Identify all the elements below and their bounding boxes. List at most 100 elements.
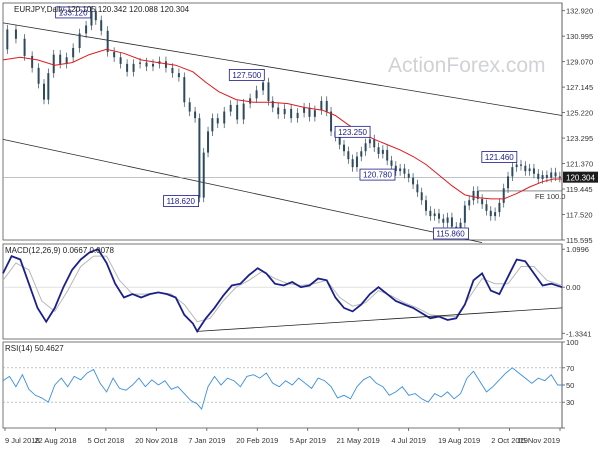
moving-average-line [2, 48, 562, 200]
candle-body-88 [472, 190, 475, 201]
candle-body-79 [433, 213, 436, 217]
x-tick-label-1: 22 Aug 2018 [34, 436, 76, 445]
candle-body-100 [524, 165, 527, 172]
candle-body-16 [100, 20, 103, 31]
candle-body-30 [188, 102, 191, 112]
candle-body-22 [139, 62, 142, 64]
candle-body-90 [481, 198, 484, 205]
candle-body-104 [541, 175, 544, 180]
candle-body-106 [550, 172, 553, 178]
candle-body-43 [262, 82, 265, 91]
price-y-tick-label-4: 125.220 [566, 109, 593, 118]
candle-body-107 [554, 172, 557, 177]
candle-body-80 [437, 213, 440, 219]
annotation-label-5: 121.460 [485, 153, 514, 162]
macd-panel-title: MACD(12,26,9) 0.0667 0.0078 [5, 246, 115, 255]
candle-body-2 [14, 29, 17, 39]
price-y-tick-label-2: 129.070 [566, 58, 593, 67]
candle-body-45 [271, 100, 274, 108]
candle-body-69 [390, 160, 393, 166]
candle-body-67 [381, 149, 384, 154]
x-tick-label-6: 5 Apr 2019 [290, 436, 326, 445]
candle-body-52 [313, 110, 316, 117]
candle-body-61 [355, 156, 358, 168]
annotation-label-3: 123.250 [338, 128, 367, 137]
candle-body-31 [194, 111, 197, 119]
candle-body-47 [283, 108, 286, 115]
candle-body-78 [429, 210, 432, 217]
candle-body-95 [502, 188, 505, 203]
candle-body-102 [532, 168, 535, 174]
candle-body-29 [183, 77, 186, 103]
candle-body-53 [320, 100, 323, 111]
candle-body-83 [450, 217, 453, 227]
candle-body-98 [515, 164, 518, 168]
macd-y-tick-label-0: 1.0996 [566, 245, 589, 254]
candle-body-86 [463, 205, 466, 223]
candle-body-33 [202, 152, 205, 198]
fe-label: FE 100.0 [535, 192, 565, 201]
candle-body-9 [59, 54, 62, 64]
candle-body-59 [347, 151, 350, 160]
candle-body-57 [338, 136, 341, 145]
candle-body-48 [290, 108, 293, 119]
candle-body-96 [507, 176, 510, 189]
candle-body-40 [242, 103, 245, 120]
candle-body-91 [485, 204, 488, 211]
candle-body-44 [267, 82, 270, 101]
candle-body-71 [399, 168, 402, 172]
price-y-tick-label-8: 117.520 [566, 211, 593, 220]
candle-body-82 [446, 217, 449, 223]
candle-body-5 [37, 67, 40, 84]
annotation-box-2 [228, 69, 265, 81]
candle-body-10 [65, 57, 68, 64]
rsi-y-tick-label-0: 100 [566, 338, 579, 347]
candle-body-51 [308, 107, 311, 117]
macd-trendline [197, 307, 563, 332]
rsi-panel-title: RSI(14) 50.4627 [5, 344, 64, 353]
panel-frame-0 [2, 2, 563, 241]
x-tick-label-3: 20 Nov 2018 [135, 436, 178, 445]
candle-body-68 [386, 149, 389, 161]
candle-body-63 [364, 143, 367, 152]
macd-y-tick-label-2: -1.3341 [566, 329, 591, 338]
candle-body-66 [377, 147, 380, 154]
panel-frame-1 [2, 243, 563, 340]
candle-body-103 [537, 173, 540, 180]
candle-body-14 [90, 10, 93, 26]
price-y-tick-label-7: 119.445 [566, 185, 593, 194]
rsi-y-tick-label-3: 30 [566, 398, 574, 407]
price-y-tick-label-1: 130.995 [566, 32, 593, 41]
x-tick-label-5: 20 Feb 2019 [236, 436, 278, 445]
x-tick-label-9: 19 Aug 2019 [438, 436, 480, 445]
candle-body-89 [476, 190, 479, 199]
candle-body-4 [31, 55, 34, 68]
candle-body-15 [94, 10, 97, 21]
candle-body-55 [330, 111, 333, 132]
annotation-label-6: 115.860 [436, 229, 465, 238]
last-price-tag-box [563, 171, 598, 183]
candle-body-77 [425, 200, 428, 211]
annotation-box-6 [433, 227, 469, 240]
candle-body-1 [6, 29, 9, 50]
x-tick-label-7: 21 May 2019 [336, 436, 379, 445]
candle-body-74 [412, 177, 415, 185]
annotation-box-1 [163, 195, 199, 207]
candle-body-50 [303, 107, 306, 113]
candle-body-28 [177, 73, 180, 78]
price-panel-title: EURJPY,Daily 120.105 120.342 120.088 120… [14, 5, 190, 14]
panel-frame-2 [2, 341, 563, 429]
candle-body-23 [145, 62, 148, 67]
candle-body-73 [407, 173, 410, 178]
watermark-text: ActionForex.com [388, 54, 546, 77]
candle-body-65 [373, 139, 376, 148]
channel-line-1 [2, 138, 483, 243]
candle-body-62 [360, 151, 363, 157]
x-tick-label-2: 5 Oct 2018 [88, 436, 125, 445]
rsi-y-tick-label-1: 70 [566, 364, 574, 373]
candle-body-8 [52, 54, 55, 74]
candle-body-18 [113, 51, 116, 58]
candle-body-3 [23, 38, 26, 56]
candle-body-17 [106, 30, 109, 52]
